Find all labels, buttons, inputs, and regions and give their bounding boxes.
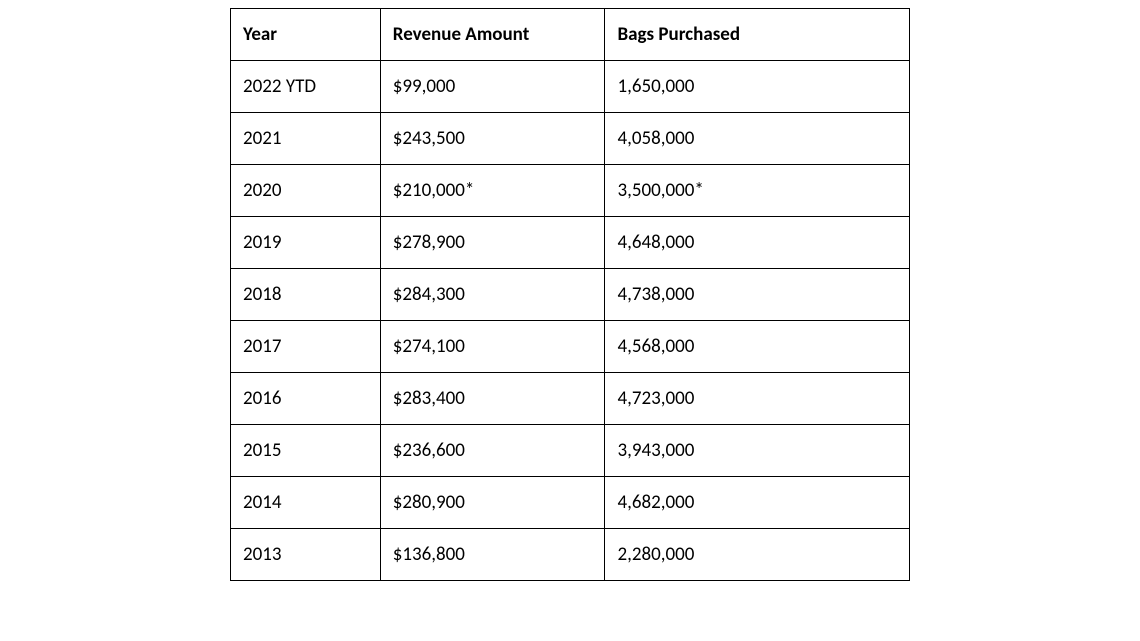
cell-revenue: $236,600 (380, 425, 605, 477)
cell-bags: 4,648,000 (605, 217, 910, 269)
table-header-row: Year Revenue Amount Bags Purchased (231, 9, 910, 61)
header-bags: Bags Purchased (605, 9, 910, 61)
cell-bags: 4,738,000 (605, 269, 910, 321)
cell-bags: 3,943,000 (605, 425, 910, 477)
table-row: 2021 $243,500 4,058,000 (231, 113, 910, 165)
cell-bags: 4,568,000 (605, 321, 910, 373)
cell-revenue: $210,000* (380, 165, 605, 217)
cell-bags: 4,058,000 (605, 113, 910, 165)
cell-revenue: $274,100 (380, 321, 605, 373)
table-row: 2014 $280,900 4,682,000 (231, 477, 910, 529)
cell-revenue: $283,400 (380, 373, 605, 425)
table-row: 2019 $278,900 4,648,000 (231, 217, 910, 269)
table-row: 2020 $210,000* 3,500,000* (231, 165, 910, 217)
cell-year: 2017 (231, 321, 381, 373)
cell-bags: 2,280,000 (605, 529, 910, 581)
cell-revenue: $99,000 (380, 61, 605, 113)
cell-revenue: $136,800 (380, 529, 605, 581)
cell-bags: 3,500,000* (605, 165, 910, 217)
cell-year: 2013 (231, 529, 381, 581)
table-row: 2017 $274,100 4,568,000 (231, 321, 910, 373)
cell-year: 2020 (231, 165, 381, 217)
cell-revenue: $280,900 (380, 477, 605, 529)
cell-year: 2018 (231, 269, 381, 321)
header-revenue: Revenue Amount (380, 9, 605, 61)
table-row: 2022 YTD $99,000 1,650,000 (231, 61, 910, 113)
cell-year: 2021 (231, 113, 381, 165)
table-row: 2016 $283,400 4,723,000 (231, 373, 910, 425)
cell-year: 2015 (231, 425, 381, 477)
cell-year: 2016 (231, 373, 381, 425)
table-row: 2015 $236,600 3,943,000 (231, 425, 910, 477)
header-year: Year (231, 9, 381, 61)
cell-year: 2022 YTD (231, 61, 381, 113)
cell-revenue: $278,900 (380, 217, 605, 269)
cell-bags: 1,650,000 (605, 61, 910, 113)
cell-bags: 4,682,000 (605, 477, 910, 529)
revenue-table: Year Revenue Amount Bags Purchased 2022 … (230, 8, 910, 581)
cell-revenue: $243,500 (380, 113, 605, 165)
cell-year: 2019 (231, 217, 381, 269)
table-row: 2018 $284,300 4,738,000 (231, 269, 910, 321)
table-row: 2013 $136,800 2,280,000 (231, 529, 910, 581)
cell-year: 2014 (231, 477, 381, 529)
cell-revenue: $284,300 (380, 269, 605, 321)
cell-bags: 4,723,000 (605, 373, 910, 425)
